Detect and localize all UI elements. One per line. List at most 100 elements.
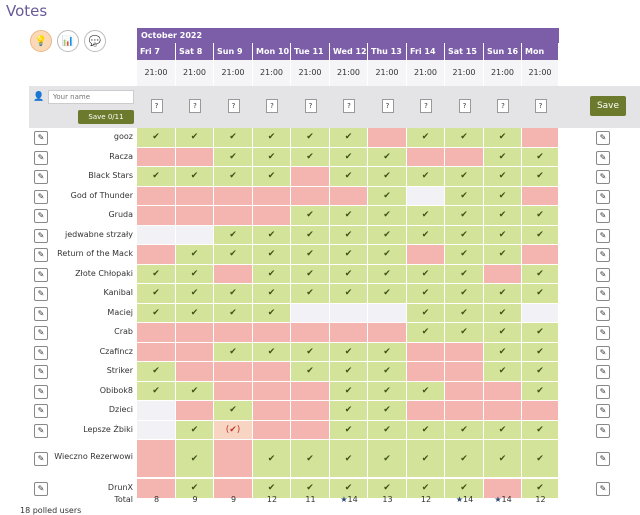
vote-cell: ✔ — [445, 284, 484, 304]
edit-row-button[interactable]: ✎ — [34, 365, 48, 379]
vote-cell — [407, 342, 445, 362]
vote-cell: ✔ — [214, 225, 253, 245]
vote-toggle[interactable]: ? — [304, 99, 317, 113]
participant-name: Czafincz — [99, 346, 133, 356]
participant-name: Gruda — [108, 210, 133, 219]
edit-row-button[interactable]: ✎ — [596, 228, 610, 243]
vote-cell: ✔ — [291, 440, 330, 478]
edit-row-button[interactable]: ✎ — [34, 209, 48, 223]
participant-name: DrunX — [107, 483, 133, 492]
total-value: 13 — [382, 495, 393, 504]
vote-cell — [445, 342, 484, 362]
day-header: Tue 11 — [291, 43, 330, 60]
vote-toggle[interactable]: ? — [189, 99, 201, 113]
vote-cell: ✔ — [407, 167, 445, 187]
vote-cell: ✔ — [368, 381, 407, 401]
vote-cell — [484, 264, 522, 284]
edit-row-button[interactable]: ✎ — [596, 306, 610, 321]
vote-cell: ✔ — [368, 245, 407, 265]
vote-cell: ✔ — [253, 284, 291, 304]
vote-toggle[interactable]: ? — [497, 99, 509, 113]
vote-cell: ✔ — [253, 303, 291, 323]
edit-row-button[interactable]: ✎ — [596, 365, 610, 379]
edit-row-button[interactable]: ✎ — [34, 306, 48, 321]
edit-row-button[interactable]: ✎ — [34, 423, 48, 438]
comment-icon[interactable]: 💬 0 — [84, 30, 106, 52]
edit-row-button[interactable]: ✎ — [34, 404, 48, 418]
vote-cell: ✔ — [176, 245, 214, 265]
day-header: Mon 17 — [522, 43, 559, 73]
vote-cell — [176, 206, 214, 226]
edit-row-button[interactable]: ✎ — [596, 452, 610, 466]
save-button[interactable]: Save — [590, 96, 626, 116]
vote-cell — [137, 225, 176, 245]
vote-cell: ✔ — [484, 167, 522, 187]
edit-row-button[interactable]: ✎ — [34, 384, 48, 399]
vote-cell — [368, 303, 407, 323]
edit-row-button[interactable]: ✎ — [34, 228, 48, 243]
edit-row-button[interactable]: ✎ — [596, 150, 610, 165]
edit-row-button[interactable]: ✎ — [596, 423, 610, 438]
vote-toggle[interactable]: ? — [266, 99, 278, 113]
total-value: 12 — [266, 495, 278, 504]
vote-cell: ✔ — [330, 440, 368, 478]
vote-cell — [137, 323, 176, 343]
edit-row-button[interactable]: ✎ — [596, 326, 610, 340]
vote-toggle[interactable]: ? — [534, 99, 547, 113]
vote-cell — [214, 186, 253, 206]
vote-toggle[interactable]: ? — [381, 99, 394, 113]
vote-cell — [522, 128, 559, 148]
vote-toggle[interactable]: ? — [343, 99, 355, 113]
edit-row-button[interactable]: ✎ — [34, 150, 48, 165]
vote-cell — [214, 479, 253, 499]
chart-icon[interactable]: 📊 — [57, 30, 79, 52]
edit-row-button[interactable]: ✎ — [34, 189, 48, 204]
edit-row-button[interactable]: ✎ — [596, 189, 610, 204]
edit-row-button[interactable]: ✎ — [596, 170, 610, 184]
edit-row-button[interactable]: ✎ — [596, 384, 610, 399]
edit-row-button[interactable]: ✎ — [34, 287, 48, 301]
vote-cell: ✔ — [176, 167, 214, 187]
edit-row-button[interactable]: ✎ — [34, 131, 48, 145]
vote-cell: ✔ — [330, 128, 368, 148]
vote-toggle[interactable]: ? — [420, 99, 432, 113]
vote-cell — [291, 381, 330, 401]
vote-cell: ✔ — [522, 206, 559, 226]
total-value: 8 — [153, 495, 160, 504]
edit-row-button[interactable]: ✎ — [596, 482, 610, 496]
vote-cell: ✔ — [522, 264, 559, 284]
edit-row-button[interactable]: ✎ — [596, 345, 610, 360]
vote-toggle[interactable]: ? — [150, 99, 163, 113]
edit-row-button[interactable]: ✎ — [596, 287, 610, 301]
vote-toggle[interactable]: ? — [458, 99, 471, 113]
vote-cell — [407, 147, 445, 167]
edit-row-button[interactable]: ✎ — [34, 267, 48, 282]
name-input[interactable] — [48, 90, 134, 104]
edit-row-button[interactable]: ✎ — [34, 482, 48, 496]
edit-row-button[interactable]: ✎ — [596, 267, 610, 282]
vote-cell — [522, 401, 559, 421]
edit-row-button[interactable]: ✎ — [596, 404, 610, 418]
vote-cell — [137, 479, 176, 499]
vote-cell: ✔ — [291, 362, 330, 382]
bulb-icon[interactable]: 💡 — [30, 30, 52, 52]
edit-row-button[interactable]: ✎ — [596, 131, 610, 145]
vote-cell: ✔ — [445, 128, 484, 148]
edit-row-button[interactable]: ✎ — [596, 209, 610, 223]
day-header: Sat 15 — [445, 43, 484, 60]
edit-row-button[interactable]: ✎ — [596, 248, 610, 262]
vote-toggle[interactable]: ? — [227, 99, 240, 113]
edit-row-button[interactable]: ✎ — [34, 345, 48, 360]
vote-cell: ✔ — [253, 167, 291, 187]
vote-cell: ✔ — [291, 206, 330, 226]
vote-cell — [137, 342, 176, 362]
vote-cell: ✔ — [445, 167, 484, 187]
star-icon: ★ — [494, 495, 502, 504]
edit-row-button[interactable]: ✎ — [34, 170, 48, 184]
edit-row-button[interactable]: ✎ — [34, 248, 48, 262]
edit-row-button[interactable]: ✎ — [34, 326, 48, 340]
edit-row-button[interactable]: ✎ — [34, 452, 48, 466]
vote-cell — [291, 167, 330, 187]
vote-cell: ✔ — [445, 225, 484, 245]
save-votes-button[interactable]: Save 0/11 — [78, 110, 134, 124]
